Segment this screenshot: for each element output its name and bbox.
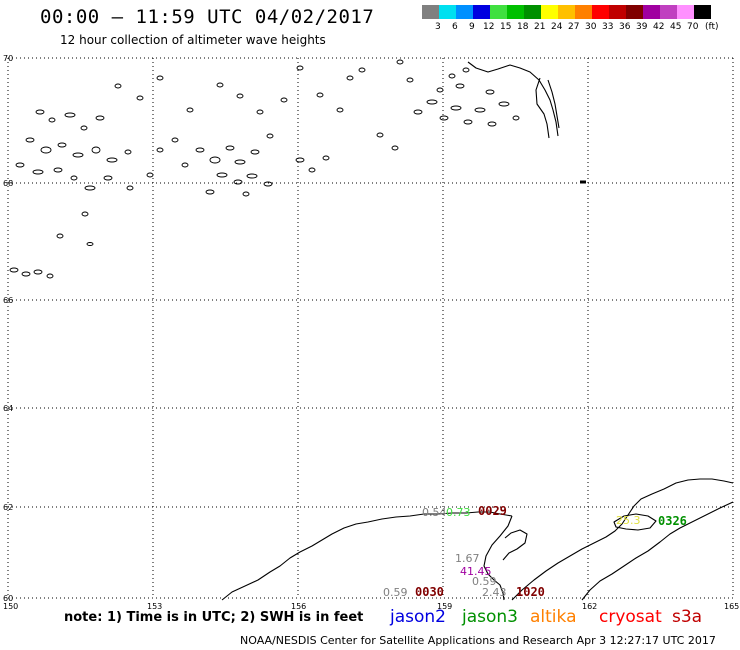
legend-swatch <box>456 5 473 19</box>
coastline <box>221 61 734 601</box>
wave-value: 2.43 <box>482 586 507 599</box>
legend-swatch <box>609 5 626 19</box>
lon-label-162: 162 <box>582 602 598 611</box>
legend-swatch <box>660 5 677 19</box>
wave-value: 0.59 <box>383 586 408 599</box>
coastline-bay-inner <box>502 529 528 561</box>
wave-value: 0.54 <box>422 506 447 519</box>
pass-time: 0326 <box>658 514 687 528</box>
legend-swatch <box>558 5 575 19</box>
legend-swatch <box>541 5 558 19</box>
lat-label-62: 62 <box>3 503 14 512</box>
page-subtitle: 12 hour collection of altimeter wave hei… <box>60 33 326 47</box>
pass-time: 0029 <box>478 504 507 518</box>
wave-value: 0.59 <box>472 575 497 588</box>
wave-value: 1.67 <box>455 552 480 565</box>
legend-label: 39 <box>636 22 648 32</box>
legend-label: 70 <box>687 22 699 32</box>
legend-swatch <box>694 5 711 19</box>
lat-label-66: 66 <box>3 296 14 305</box>
wave-value: 41.45 <box>460 565 492 578</box>
satellite-cryosat: cryosat <box>599 607 662 627</box>
legend-label: 42 <box>653 22 665 32</box>
legend-swatch <box>473 5 490 19</box>
legend-label: 3 <box>435 22 441 32</box>
legend-swatch <box>575 5 592 19</box>
legend-label: 27 <box>568 22 580 32</box>
pass-time: 0030 <box>415 585 444 599</box>
lat-label-68: 68 <box>3 179 14 188</box>
lat-label-60: 60 <box>3 594 14 603</box>
legend-label: 24 <box>551 22 563 32</box>
lon-label-159: 159 <box>437 602 453 611</box>
legend-label: 6 <box>452 22 458 32</box>
lat-gridlines <box>8 57 733 599</box>
coastline-southeast-2 <box>581 501 734 601</box>
lon-label-156: 156 <box>291 602 307 611</box>
legend-label: 9 <box>469 22 475 32</box>
legend-label: 21 <box>534 22 546 32</box>
coastline-inlet <box>613 513 657 531</box>
lon-label-165: 165 <box>724 602 740 611</box>
legend-swatch <box>643 5 660 19</box>
legend-label: 18 <box>517 22 529 32</box>
legend-label: 36 <box>619 22 631 32</box>
lat-label-64: 64 <box>3 404 14 413</box>
lon-label-150: 150 <box>3 602 19 611</box>
lon-label-153: 153 <box>147 602 163 611</box>
page-title: 00:00 – 11:59 UTC 04/02/2017 <box>40 6 375 28</box>
legend-swatch <box>422 5 439 19</box>
coastline-inner <box>547 79 560 129</box>
legend-label: 12 <box>483 22 495 32</box>
legend-label: 33 <box>602 22 614 32</box>
legend-unit: (ft) <box>705 22 719 32</box>
legend-swatch <box>507 5 524 19</box>
coastline-north <box>467 61 559 137</box>
coastline-southeast-1 <box>511 478 734 601</box>
footer-note: note: 1) Time is in UTC; 2) SWH is in fe… <box>64 610 364 625</box>
satellite-altika: altika <box>530 607 577 627</box>
legend-label: 15 <box>500 22 512 32</box>
credit-line: NOAA/NESDIS Center for Satellite Applica… <box>240 634 716 647</box>
river <box>535 77 550 139</box>
legend-swatch <box>524 5 541 19</box>
pass-time: 1020 <box>516 585 545 599</box>
legend-swatch <box>677 5 694 19</box>
wave-value: 0.73 <box>446 506 471 519</box>
lake-outlines <box>9 59 520 279</box>
satellite-jason2: jason2 <box>390 607 446 627</box>
coastline-south <box>221 511 513 601</box>
legend-label: 30 <box>585 22 597 32</box>
legend-swatch <box>626 5 643 19</box>
wave-value: 25.3 <box>616 514 641 527</box>
legend-swatch <box>439 5 456 19</box>
legend-swatch <box>592 5 609 19</box>
legend-swatch <box>490 5 507 19</box>
satellite-jason3: jason3 <box>462 607 518 627</box>
satellite-s3a: s3a <box>672 607 703 627</box>
legend-label: 45 <box>670 22 682 32</box>
coastline-bay <box>483 515 513 601</box>
lat-label-70: 70 <box>3 54 14 63</box>
